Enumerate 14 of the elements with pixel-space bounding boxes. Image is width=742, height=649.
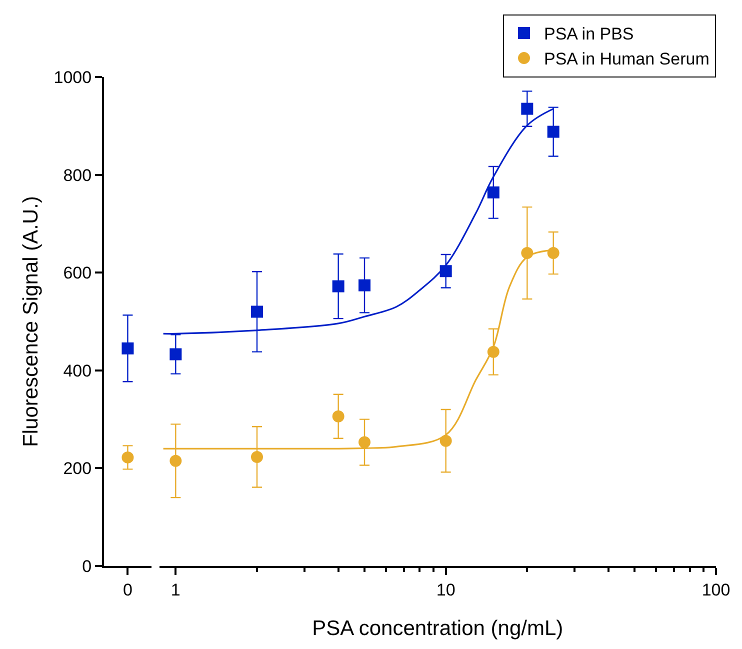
- y-tick-label: 1000: [54, 68, 92, 87]
- legend-label: PSA in Human Serum: [544, 50, 710, 69]
- x-axis-title: PSA concentration (ng/mL): [312, 617, 564, 640]
- y-tick-label: 400: [63, 361, 92, 380]
- x-tick-label: 10: [436, 580, 456, 600]
- x-tick-label: 1: [170, 580, 180, 600]
- y-tick-label: 600: [63, 264, 92, 283]
- y-tick-label: 800: [63, 166, 92, 185]
- y-tick-label: 0: [82, 556, 92, 576]
- legend-label: PSA in PBS: [544, 24, 634, 44]
- y-tick-label: 200: [63, 459, 92, 478]
- x-tick-label: 0: [122, 580, 132, 600]
- x-tick-label: 100: [702, 580, 730, 600]
- y-axis-title: Fluorescence Signal (A.U.): [19, 196, 42, 447]
